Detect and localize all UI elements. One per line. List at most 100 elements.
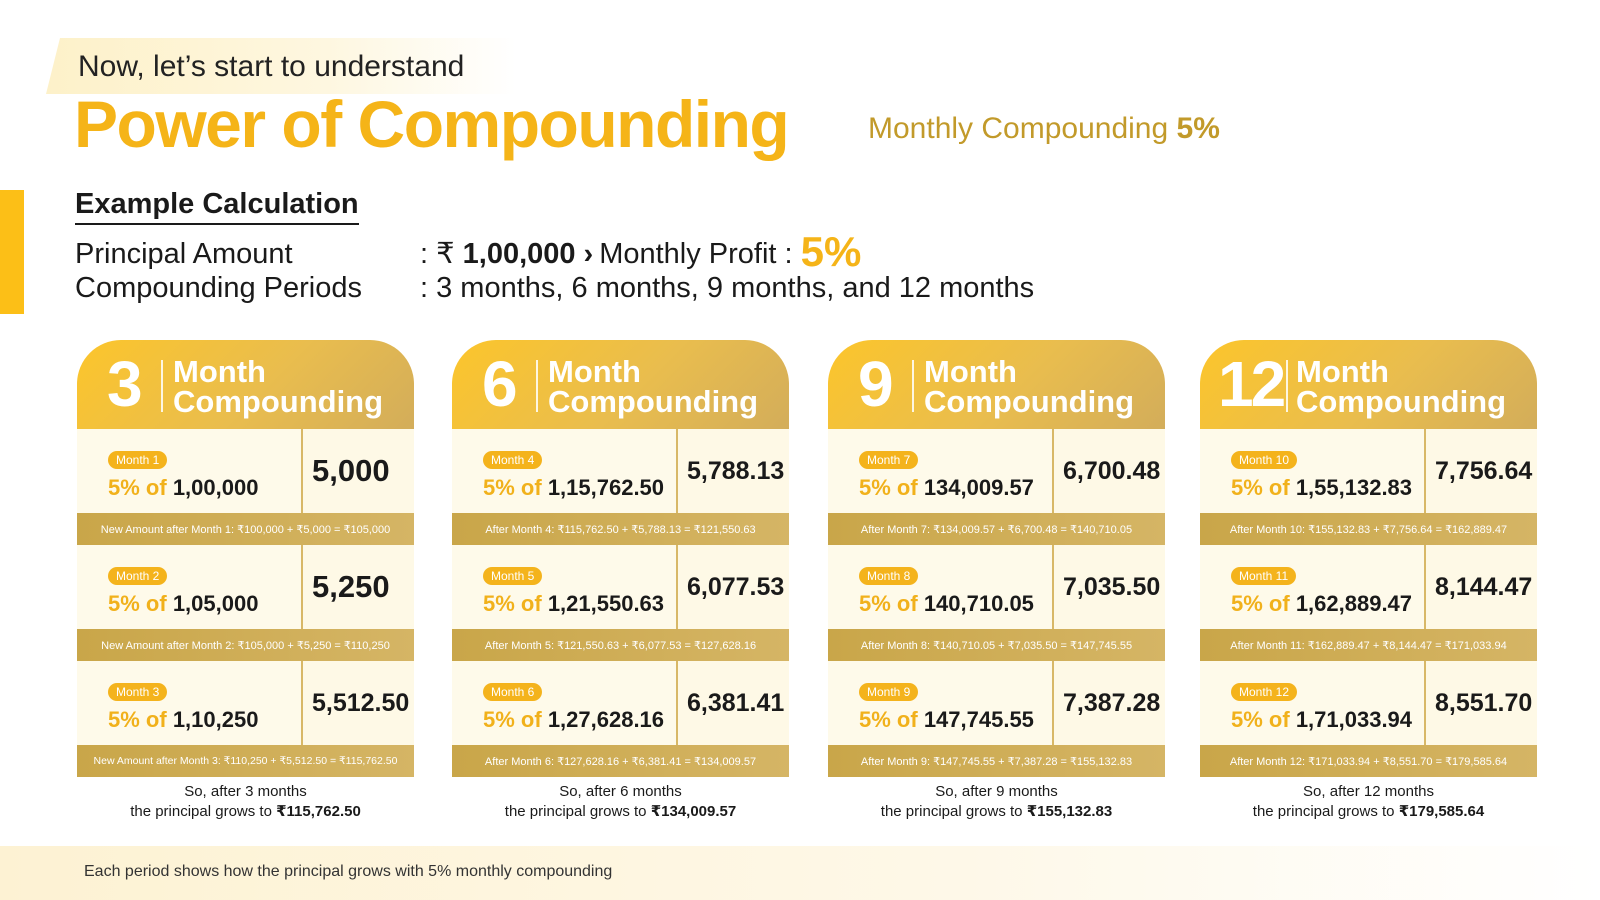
monthly-label: Monthly Compounding (868, 112, 1169, 145)
month-formula: After Month 7: ₹134,009.57 + ₹6,700.48 =… (828, 513, 1165, 545)
footer-text: Each period shows how the principal grow… (84, 863, 613, 880)
card-number: 6 (482, 348, 518, 420)
chevron-right-icon: › (583, 238, 594, 270)
base-amount: 1,15,762.50 (547, 475, 665, 500)
principal-row: Principal Amount: ₹ 1,00,000 › Monthly Pro… (75, 228, 861, 276)
month-formula: New Amount after Month 2: ₹105,000 + ₹5,… (77, 629, 414, 661)
card-9-month: 9 Month Compounding Month 7 5% of 134,00… (828, 340, 1165, 777)
month-badge: Month 10 (1231, 451, 1298, 469)
pct-label: 5% of (483, 475, 542, 500)
pct-label: 5% of (108, 591, 167, 616)
summary-line2: the principal grows to (504, 803, 647, 820)
month-result: 8,551.70 (1435, 688, 1533, 717)
month-result: 8,144.47 (1435, 572, 1533, 601)
summary-12-month: So, after 12 months the principal grows … (1200, 782, 1537, 822)
month-calc: Month 2 5% of 1,05,000 (77, 545, 303, 629)
principal-sep: : ₹ (420, 238, 455, 270)
month-formula: After Month 11: ₹162,889.47 + ₹8,144.47 … (1200, 629, 1537, 661)
card-title-line2: Compounding (1296, 384, 1507, 419)
side-accent-bar (0, 190, 24, 314)
month-percent-of: 5% of 1,27,628.16 (483, 707, 664, 733)
month-percent-of: 5% of 1,71,033.94 (1231, 707, 1412, 733)
pct-label: 5% of (859, 591, 918, 616)
month-result: 6,077.53 (687, 572, 785, 601)
summary-line1: So, after 12 months (1303, 783, 1434, 800)
month-badge: Month 1 (108, 451, 168, 469)
summary-line2: the principal grows to (880, 803, 1023, 820)
card-title: Month Compounding (1296, 356, 1507, 419)
month-percent-of: 5% of 1,15,762.50 (483, 475, 664, 501)
base-amount: 1,05,000 (172, 591, 259, 616)
month-result: 5,250 (312, 569, 390, 604)
base-amount: 1,27,628.16 (547, 707, 665, 732)
month-formula: After Month 9: ₹147,745.55 + ₹7,387.28 =… (828, 745, 1165, 777)
base-amount: 1,00,000 (172, 475, 259, 500)
month-result: 7,756.64 (1435, 456, 1533, 485)
month-percent-of: 5% of 1,00,000 (108, 475, 258, 501)
example-heading: Example Calculation (75, 188, 359, 225)
month-formula: After Month 10: ₹155,132.83 + ₹7,756.64 … (1200, 513, 1537, 545)
card-divider (536, 360, 538, 412)
card-divider (912, 360, 914, 412)
pct-label: 5% of (108, 475, 167, 500)
card-12-month: 12 Month Compounding Month 10 5% of 1,55… (1200, 340, 1537, 777)
month-row: Month 11 5% of 1,62,889.47 8,144.47 (1200, 545, 1537, 629)
month-calc: Month 8 5% of 140,710.05 (828, 545, 1054, 629)
month-row: Month 2 5% of 1,05,000 5,250 (77, 545, 414, 629)
card-title-line1: Month (173, 354, 266, 389)
base-amount: 140,710.05 (923, 591, 1034, 616)
month-result: 5,000 (312, 453, 390, 488)
month-result: 7,035.50 (1063, 572, 1161, 601)
pct-label: 5% of (859, 475, 918, 500)
month-formula: New Amount after Month 3: ₹110,250 + ₹5,… (77, 745, 414, 777)
card-title-line2: Compounding (173, 384, 384, 419)
month-percent-of: 5% of 1,21,550.63 (483, 591, 664, 617)
month-calc: Month 4 5% of 1,15,762.50 (452, 429, 678, 513)
card-title-line1: Month (548, 354, 641, 389)
base-amount: 1,62,889.47 (1295, 591, 1413, 616)
month-percent-of: 5% of 140,710.05 (859, 591, 1034, 617)
card-header: 9 Month Compounding (828, 340, 1165, 429)
card-header: 6 Month Compounding (452, 340, 789, 429)
card-title-line2: Compounding (548, 384, 759, 419)
monthly-compounding-tag: Monthly Compounding 5% (868, 112, 1220, 146)
profit-label: Monthly Profit : (599, 238, 793, 270)
card-divider (1286, 360, 1288, 412)
card-title: Month Compounding (924, 354, 1135, 419)
month-result: 7,387.28 (1063, 688, 1161, 717)
month-row: Month 12 5% of 1,71,033.94 8,551.70 (1200, 661, 1537, 745)
summary-line2: the principal grows to (130, 803, 272, 820)
summary-3-month: So, after 3 months the principal grows t… (77, 782, 414, 822)
month-row: Month 8 5% of 140,710.05 7,035.50 (828, 545, 1165, 629)
base-amount: 134,009.57 (923, 475, 1034, 500)
month-row: Month 6 5% of 1,27,628.16 6,381.41 (452, 661, 789, 745)
card-title-line1: Month (924, 354, 1017, 389)
month-percent-of: 5% of 1,05,000 (108, 591, 258, 617)
month-percent-of: 5% of 147,745.55 (859, 707, 1034, 733)
month-percent-of: 5% of 1,55,132.83 (1231, 475, 1412, 501)
summary-value: ₹115,762.50 (276, 803, 361, 820)
summary-value: ₹179,585.64 (1398, 803, 1485, 820)
month-result: 6,700.48 (1063, 456, 1161, 485)
month-calc: Month 12 5% of 1,71,033.94 (1200, 661, 1426, 745)
monthly-value: 5% (1176, 112, 1220, 145)
summary-line1: So, after 9 months (935, 783, 1058, 800)
month-calc: Month 1 5% of 1,00,000 (77, 429, 303, 513)
month-calc: Month 3 5% of 1,10,250 (77, 661, 303, 745)
periods-value: : 3 months, 6 months, 9 months, and 12 m… (420, 272, 1035, 304)
month-percent-of: 5% of 1,10,250 (108, 707, 258, 733)
month-badge: Month 6 (483, 683, 543, 701)
month-badge: Month 12 (1231, 683, 1298, 701)
month-badge: Month 11 (1231, 567, 1297, 585)
principal-label: Principal Amount (75, 238, 293, 270)
month-formula: After Month 8: ₹140,710.05 + ₹7,035.50 =… (828, 629, 1165, 661)
pct-label: 5% of (1231, 591, 1290, 616)
base-amount: 1,21,550.63 (547, 591, 665, 616)
month-result: 5,512.50 (312, 688, 410, 717)
month-calc: Month 11 5% of 1,62,889.47 (1200, 545, 1426, 629)
month-formula: After Month 6: ₹127,628.16 + ₹6,381.41 =… (452, 745, 789, 777)
card-6-month: 6 Month Compounding Month 4 5% of 1,15,7… (452, 340, 789, 777)
card-title-line2: Compounding (924, 384, 1135, 419)
month-badge: Month 7 (859, 451, 919, 469)
periods-row: Compounding Periods: 3 months, 6 months,… (75, 272, 1034, 305)
